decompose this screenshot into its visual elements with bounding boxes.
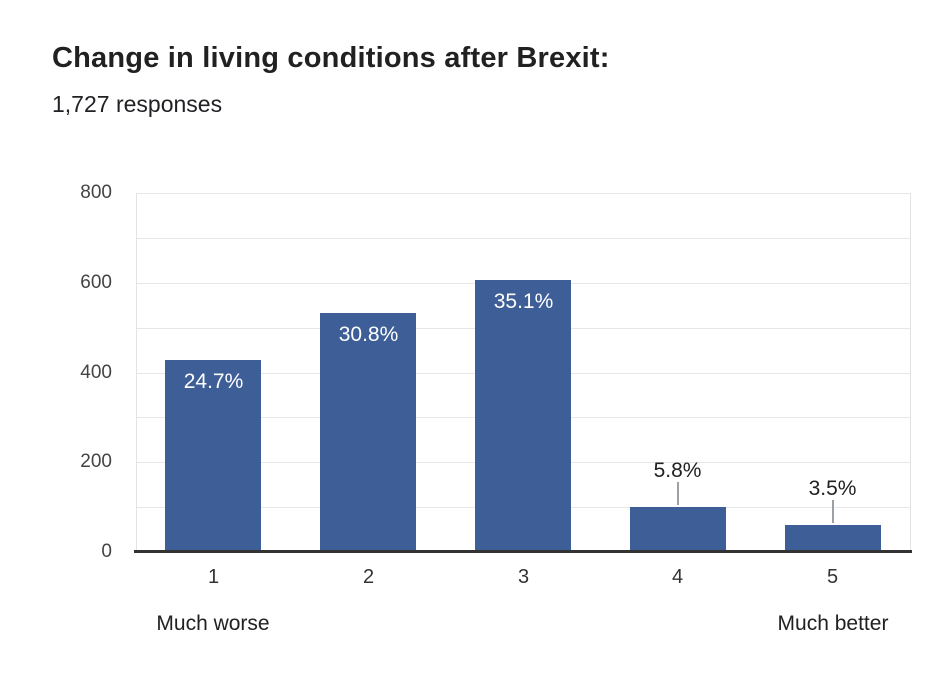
x-axis-min-label: Much worse: [156, 612, 270, 635]
bar-value-label: 30.8%: [338, 323, 399, 346]
bar: [475, 280, 571, 552]
x-axis-max-label: Much better: [777, 612, 889, 635]
bar-value-label: 35.1%: [493, 290, 554, 313]
chart-title: Change in living conditions after Brexit…: [52, 42, 610, 74]
plot-right-border: [910, 193, 911, 552]
bar-value-label: 5.8%: [653, 459, 702, 482]
x-axis-tick-label: 2: [362, 566, 375, 588]
y-axis-tick-label: 200: [80, 451, 112, 472]
x-axis-tick-label: 5: [826, 566, 839, 588]
gridline: [136, 193, 910, 194]
bar: [785, 525, 881, 552]
y-axis-tick-label: 800: [80, 182, 112, 203]
plot-left-border: [136, 193, 137, 552]
bar-label-stem: [677, 482, 679, 505]
bar-value-label: 3.5%: [808, 477, 857, 500]
x-axis-tick-label: 3: [517, 566, 530, 588]
y-axis-tick-label: 400: [80, 362, 112, 383]
bar-value-label: 24.7%: [183, 370, 244, 393]
bar: [320, 313, 416, 552]
bar: [630, 507, 726, 552]
x-axis-line: [134, 550, 912, 553]
x-axis-tick-label: 4: [671, 566, 684, 588]
bar: [165, 360, 261, 552]
bar-label-stem: [832, 500, 834, 523]
x-axis-tick-label: 1: [207, 566, 220, 588]
y-axis-tick-label: 600: [80, 272, 112, 293]
gridline: [136, 238, 910, 239]
y-axis-tick-label: 0: [101, 541, 112, 562]
response-count: 1,727 responses: [52, 91, 223, 117]
